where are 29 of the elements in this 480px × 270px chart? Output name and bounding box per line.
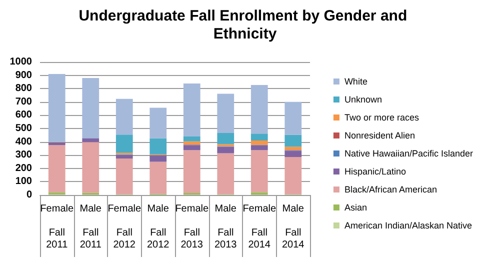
- y-tick-label: 900: [15, 70, 32, 81]
- legend-label: American Indian/Alaskan Native: [344, 220, 472, 230]
- category-label: Female Fall 2013: [175, 204, 209, 250]
- category-label: Male Fall 2014: [282, 204, 304, 250]
- y-tick-label: 500: [15, 123, 32, 134]
- y-tick-label: 1000: [10, 56, 32, 68]
- y-tick-label: 300: [15, 150, 32, 161]
- legend-label: Unknown: [344, 94, 382, 104]
- legend-label: Two or more races: [344, 112, 420, 122]
- y-tick-label: 0: [26, 190, 32, 200]
- category-label: Female Fall 2011: [40, 204, 74, 250]
- y-tick-label: 200: [15, 162, 32, 174]
- chart-title: Undergraduate Fall Enrollment by Gender and Ethnicity: [78, 8, 412, 42]
- legend-label: Hispanic/Latino: [344, 166, 406, 176]
- legend-label: Native Hawaiian/Pacific Islander: [344, 148, 474, 158]
- legend-label: Asian: [344, 202, 367, 212]
- legend-label: White: [344, 76, 368, 86]
- category-label: Male Fall 2013: [214, 204, 237, 250]
- category-label: Female Fall 2012: [108, 204, 142, 250]
- category-label: Male Fall 2012: [147, 204, 170, 250]
- y-tick-label: 700: [15, 96, 32, 108]
- y-tick-label: 600: [15, 110, 32, 121]
- y-tick-label: 100: [15, 176, 32, 188]
- legend-label: Nonresident Alien: [344, 130, 415, 140]
- category-label: Male Fall 2011: [80, 204, 102, 250]
- legend-label: Black/African American: [344, 184, 437, 194]
- category-label: Female Fall 2014: [242, 204, 276, 250]
- y-tick-label: 800: [15, 83, 32, 94]
- y-tick-label: 400: [15, 136, 32, 148]
